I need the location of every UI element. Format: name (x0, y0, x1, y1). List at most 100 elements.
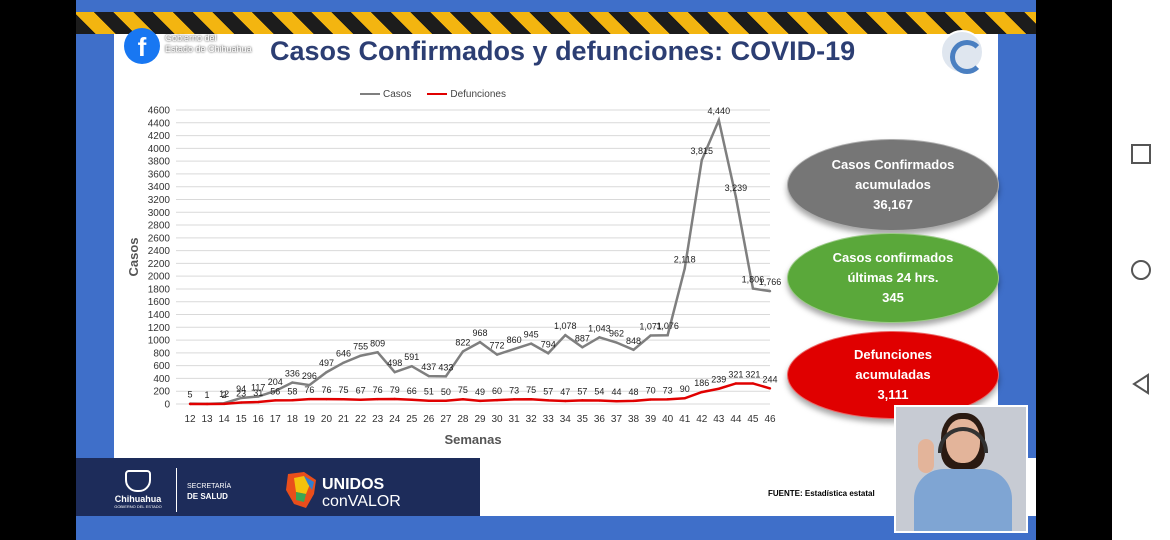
data-label: 75 (339, 385, 349, 395)
data-point (393, 370, 396, 374)
data-point (222, 402, 226, 406)
y-tick-label: 600 (153, 361, 170, 372)
data-point (291, 381, 294, 384)
x-tick-label: 43 (713, 414, 725, 425)
unidos-con-valor: UNIDOS conVALOR (322, 476, 401, 510)
data-label: 1 (205, 390, 210, 400)
data-point (683, 267, 686, 270)
y-tick-label: 2000 (148, 272, 171, 283)
square-icon[interactable] (1130, 143, 1152, 165)
x-tick-label: 13 (201, 414, 213, 425)
x-tick-label: 37 (611, 414, 623, 425)
data-label: 75 (458, 385, 468, 395)
video-frame: f Gobierno del Estado de Chihuahua Casos… (76, 0, 1036, 540)
data-label: 809 (370, 338, 385, 348)
data-point (768, 387, 772, 390)
data-point (478, 340, 482, 344)
y-tick-label: 2800 (148, 221, 171, 232)
y-tick-label: 4400 (148, 118, 171, 129)
stat-recent-value: 345 (882, 290, 904, 305)
x-tick-label: 15 (236, 414, 248, 425)
stat-confirmed-label2: acumulados (855, 177, 931, 192)
y-tick-label: 0 (164, 400, 170, 411)
data-point (342, 361, 345, 364)
data-label: 73 (663, 385, 673, 395)
data-label: 860 (507, 335, 522, 345)
stat-bubble-confirmed: Casos Confirmados acumulados 36,167 (787, 139, 999, 231)
data-label: 44 (611, 387, 621, 397)
x-tick-label: 25 (406, 414, 418, 425)
data-label: 591 (404, 352, 419, 362)
x-tick-label: 20 (321, 414, 333, 425)
chihuahua-sub: GOBIERNO DEL ESTADO (114, 504, 162, 509)
slide-header (114, 34, 998, 74)
y-tick-label: 4200 (148, 131, 171, 142)
data-point (188, 402, 192, 406)
slide-title: Casos Confirmados y defunciones: COVID-1… (270, 36, 856, 66)
legend-label-defunciones: Defunciones (450, 89, 506, 100)
data-label: 57 (577, 386, 587, 396)
data-point (512, 347, 516, 351)
y-tick-label: 2400 (148, 246, 171, 257)
line-chart: 0200400600800100012001400160018002000220… (126, 106, 782, 448)
x-tick-label: 44 (730, 414, 742, 425)
circle-icon[interactable] (1130, 259, 1152, 281)
data-label: 239 (711, 375, 726, 385)
data-point (751, 287, 755, 290)
legend-casos: Casos (360, 89, 411, 100)
data-label: 321 (728, 369, 743, 379)
data-point (598, 336, 601, 339)
x-tick-label: 35 (577, 414, 589, 425)
triangle-back-icon[interactable] (1130, 373, 1152, 395)
data-point (564, 399, 567, 403)
legend-swatch-casos (360, 93, 380, 96)
x-tick-label: 21 (338, 414, 350, 425)
data-label: 1,766 (759, 277, 782, 287)
data-point (257, 395, 260, 398)
data-label: 772 (490, 341, 505, 351)
data-point (410, 398, 413, 401)
source-note: FUENTE: Estadística estatal (768, 489, 875, 498)
stat-bubble-recent: Casos confirmados últimas 24 hrs. 345 (787, 233, 999, 323)
x-tick-label: 36 (594, 414, 606, 425)
data-label: 755 (353, 342, 368, 352)
x-tick-label: 34 (560, 414, 572, 425)
data-label: 54 (594, 387, 604, 397)
data-label: 48 (629, 387, 639, 397)
data-point (615, 399, 618, 403)
y-tick-label: 1600 (148, 297, 171, 308)
x-axis-label: Semanas (444, 432, 501, 447)
data-point (444, 375, 448, 378)
data-point (495, 398, 499, 402)
data-point (427, 374, 431, 378)
data-label: 49 (475, 387, 485, 397)
x-tick-label: 23 (372, 414, 384, 425)
stat-confirmed-label1: Casos Confirmados (831, 157, 955, 172)
x-tick-label: 38 (628, 414, 640, 425)
data-point (427, 399, 431, 402)
data-point (359, 398, 362, 401)
data-point (239, 396, 243, 400)
x-tick-label: 33 (543, 414, 555, 425)
chart-legend: Casos Defunciones (360, 89, 506, 100)
interpreter-hand (918, 439, 934, 473)
x-tick-label: 40 (662, 414, 674, 425)
data-label: 76 (304, 385, 314, 395)
y-tick-label: 4600 (148, 106, 171, 117)
data-label: 57 (543, 386, 553, 396)
data-point (239, 401, 243, 404)
data-point (734, 382, 738, 385)
data-label: 4,440 (708, 106, 731, 116)
data-label: 56 (270, 386, 280, 396)
data-label: 117 (251, 383, 265, 393)
data-point (529, 398, 533, 401)
chihuahua-logo: Chihuahua GOBIERNO DEL ESTADO (108, 470, 168, 509)
secretaria-label: SECRETARÍA (187, 483, 232, 490)
data-point (274, 389, 277, 393)
data-point (376, 351, 379, 354)
data-point (444, 399, 448, 403)
x-tick-label: 19 (304, 414, 316, 425)
data-point (461, 350, 465, 353)
data-point (683, 397, 686, 400)
gov-label-line2: Estado de Chihuahua (165, 44, 252, 54)
